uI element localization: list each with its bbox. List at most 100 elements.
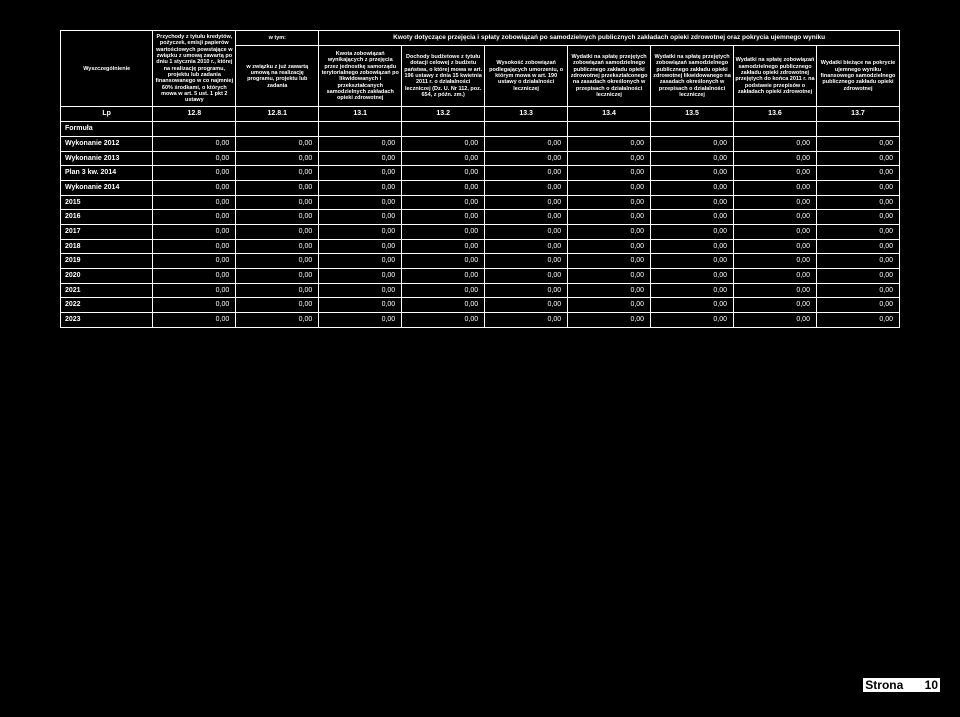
cell-value: 0,00 <box>236 151 319 166</box>
row-label: Wykonanie 2014 <box>61 180 153 195</box>
col-header-wtym: w tym: <box>236 31 319 46</box>
cell-value: 0,00 <box>236 283 319 298</box>
cell-value: 0,00 <box>402 298 485 313</box>
cell-value: 0,00 <box>734 195 817 210</box>
cell-value: 0,00 <box>319 269 402 284</box>
cell-value: 0,00 <box>319 254 402 269</box>
cell-value: 0,00 <box>568 166 651 181</box>
table-row: Wykonanie 20130,000,000,000,000,000,000,… <box>61 151 900 166</box>
cell-value: 0,00 <box>816 269 899 284</box>
colnum: 12.8.1 <box>236 107 319 122</box>
cell-value: 0,00 <box>153 239 236 254</box>
cell-value: 0,00 <box>651 151 734 166</box>
cell-value: 0,00 <box>485 269 568 284</box>
cell-value: 0,00 <box>153 210 236 225</box>
cell-value: 0,00 <box>236 239 319 254</box>
cell-value: 0,00 <box>816 224 899 239</box>
cell-value: 0,00 <box>816 254 899 269</box>
table-row: 20160,000,000,000,000,000,000,000,000,00 <box>61 210 900 225</box>
formula-label: Formuła <box>61 122 153 137</box>
row-label: 2023 <box>61 313 153 328</box>
colnum: 13.1 <box>319 107 402 122</box>
col-header-wyszczegolnienie: Wyszczególnienie <box>61 31 153 107</box>
cell-value: 0,00 <box>651 283 734 298</box>
cell-value: 0,00 <box>485 195 568 210</box>
cell-value: 0,00 <box>816 151 899 166</box>
colnum: 13.3 <box>485 107 568 122</box>
cell-value: 0,00 <box>319 224 402 239</box>
col-header-13-1: Kwota zobowiązań wynikających z przejęci… <box>319 46 402 107</box>
cell-value: 0,00 <box>153 313 236 328</box>
colnum: 13.2 <box>402 107 485 122</box>
cell-value: 0,00 <box>485 180 568 195</box>
table-row: 20220,000,000,000,000,000,000,000,000,00 <box>61 298 900 313</box>
table-row: 20170,000,000,000,000,000,000,000,000,00 <box>61 224 900 239</box>
cell-value: 0,00 <box>816 210 899 225</box>
col-header-13-2: Dochody budżetowe z tytułu dotacji celow… <box>402 46 485 107</box>
cell-value: 0,00 <box>236 254 319 269</box>
table-row: 20200,000,000,000,000,000,000,000,000,00 <box>61 269 900 284</box>
cell-value: 0,00 <box>153 298 236 313</box>
footer-label: Strona <box>865 678 903 692</box>
page-footer: Strona 10 <box>863 678 940 692</box>
cell-value: 0,00 <box>485 224 568 239</box>
cell-value: 0,00 <box>734 239 817 254</box>
footer-page-number: 10 <box>925 678 938 692</box>
cell-value: 0,00 <box>319 180 402 195</box>
col-header-13-6: Wydatki na spłatę zobowiązań samodzielne… <box>734 46 817 107</box>
row-label: 2017 <box>61 224 153 239</box>
cell-value: 0,00 <box>651 224 734 239</box>
formula-cell <box>319 122 402 137</box>
colnum: 13.4 <box>568 107 651 122</box>
cell-value: 0,00 <box>485 283 568 298</box>
cell-value: 0,00 <box>402 239 485 254</box>
cell-value: 0,00 <box>816 298 899 313</box>
cell-value: 0,00 <box>319 136 402 151</box>
cell-value: 0,00 <box>319 166 402 181</box>
row-label: Plan 3 kw. 2014 <box>61 166 153 181</box>
cell-value: 0,00 <box>485 313 568 328</box>
cell-value: 0,00 <box>568 210 651 225</box>
col-header-12-8-1: w związku z już zawartą umową na realiza… <box>236 46 319 107</box>
cell-value: 0,00 <box>734 210 817 225</box>
cell-value: 0,00 <box>568 151 651 166</box>
cell-value: 0,00 <box>734 283 817 298</box>
cell-value: 0,00 <box>816 283 899 298</box>
table-row: 20210,000,000,000,000,000,000,000,000,00 <box>61 283 900 298</box>
cell-value: 0,00 <box>485 239 568 254</box>
cell-value: 0,00 <box>568 180 651 195</box>
cell-value: 0,00 <box>816 136 899 151</box>
lp-label: Lp <box>61 107 153 122</box>
cell-value: 0,00 <box>402 195 485 210</box>
cell-value: 0,00 <box>236 313 319 328</box>
table-row: Wykonanie 20120,000,000,000,000,000,000,… <box>61 136 900 151</box>
cell-value: 0,00 <box>402 151 485 166</box>
cell-value: 0,00 <box>734 254 817 269</box>
col-header-12-8: Przychody z tytułu kredytów, pożyczek, e… <box>153 31 236 107</box>
cell-value: 0,00 <box>236 136 319 151</box>
colnum: 13.7 <box>816 107 899 122</box>
cell-value: 0,00 <box>402 313 485 328</box>
table-row: 20190,000,000,000,000,000,000,000,000,00 <box>61 254 900 269</box>
cell-value: 0,00 <box>319 210 402 225</box>
col-header-13-3: Wysokość zobowiązań podlegających umorze… <box>485 46 568 107</box>
row-label: Wykonanie 2013 <box>61 151 153 166</box>
cell-value: 0,00 <box>236 298 319 313</box>
cell-value: 0,00 <box>236 224 319 239</box>
cell-value: 0,00 <box>568 195 651 210</box>
row-label: Wykonanie 2012 <box>61 136 153 151</box>
cell-value: 0,00 <box>734 180 817 195</box>
formula-cell <box>402 122 485 137</box>
cell-value: 0,00 <box>153 269 236 284</box>
cell-value: 0,00 <box>319 283 402 298</box>
col-header-group: Kwoty dotyczące przejęcia i spłaty zobow… <box>319 31 900 46</box>
cell-value: 0,00 <box>319 239 402 254</box>
cell-value: 0,00 <box>816 195 899 210</box>
cell-value: 0,00 <box>568 239 651 254</box>
cell-value: 0,00 <box>236 195 319 210</box>
cell-value: 0,00 <box>651 195 734 210</box>
cell-value: 0,00 <box>734 224 817 239</box>
cell-value: 0,00 <box>236 180 319 195</box>
colnum: 13.5 <box>651 107 734 122</box>
row-label: 2019 <box>61 254 153 269</box>
